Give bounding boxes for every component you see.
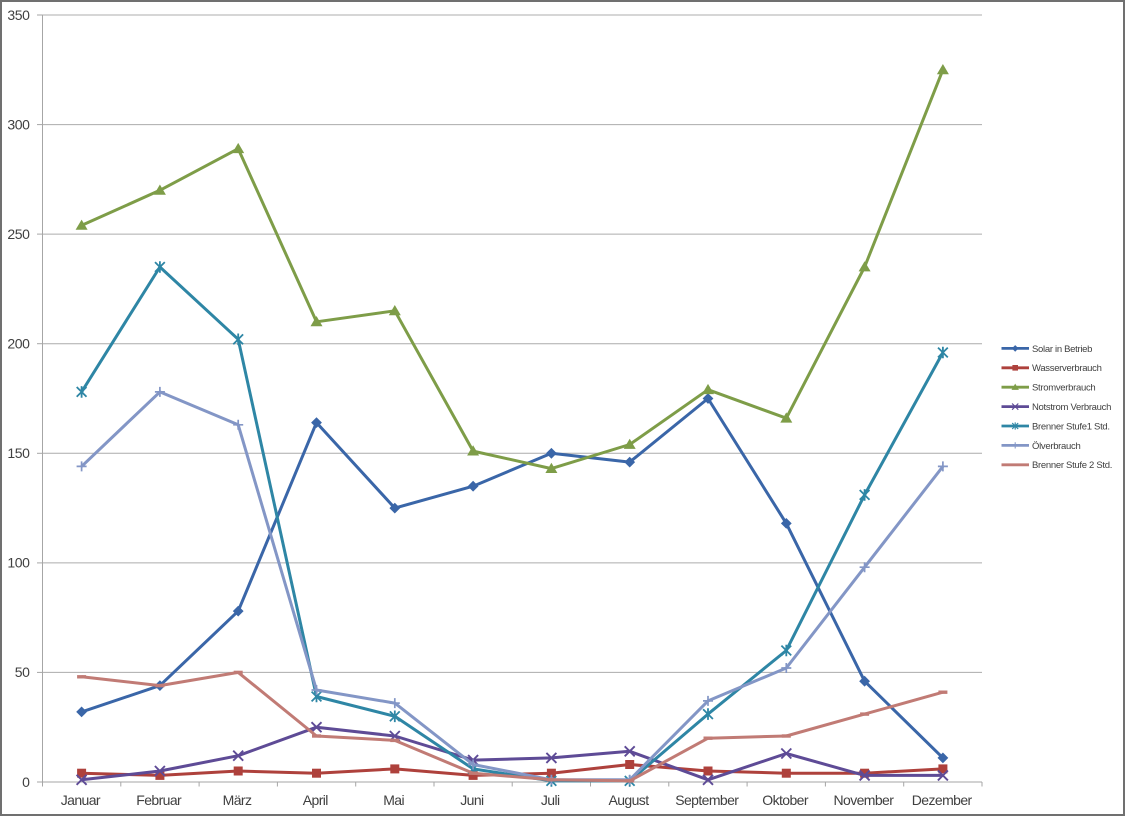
svg-text:November: November bbox=[834, 792, 895, 808]
svg-text:Ölverbrauch: Ölverbrauch bbox=[1032, 441, 1080, 452]
svg-text:150: 150 bbox=[7, 445, 30, 461]
svg-text:Mai: Mai bbox=[383, 792, 404, 808]
svg-text:Februar: Februar bbox=[136, 792, 182, 808]
svg-text:200: 200 bbox=[7, 336, 30, 352]
svg-text:Oktober: Oktober bbox=[762, 792, 809, 808]
svg-text:Notstrom Verbrauch: Notstrom Verbrauch bbox=[1032, 402, 1111, 413]
svg-text:350: 350 bbox=[7, 7, 30, 23]
svg-text:September: September bbox=[675, 792, 739, 808]
svg-text:März: März bbox=[223, 792, 252, 808]
svg-text:Juli: Juli bbox=[541, 792, 560, 808]
svg-text:50: 50 bbox=[15, 664, 30, 680]
svg-text:250: 250 bbox=[7, 226, 30, 242]
svg-text:April: April bbox=[303, 792, 328, 808]
svg-text:Januar: Januar bbox=[61, 792, 101, 808]
svg-text:Stromverbrauch: Stromverbrauch bbox=[1032, 383, 1095, 394]
svg-text:300: 300 bbox=[7, 116, 30, 132]
svg-text:Wasserverbrauch: Wasserverbrauch bbox=[1032, 363, 1102, 374]
svg-text:Brenner Stufe 2 Std.: Brenner Stufe 2 Std. bbox=[1032, 460, 1112, 471]
svg-text:0: 0 bbox=[22, 774, 30, 790]
svg-text:100: 100 bbox=[7, 555, 30, 571]
svg-text:Juni: Juni bbox=[460, 792, 484, 808]
svg-text:Brenner Stufe1 Std.: Brenner Stufe1 Std. bbox=[1032, 421, 1110, 432]
svg-text:Dezember: Dezember bbox=[912, 792, 973, 808]
svg-text:Solar in Betrieb: Solar in Betrieb bbox=[1032, 344, 1092, 355]
svg-text:August: August bbox=[609, 792, 650, 808]
